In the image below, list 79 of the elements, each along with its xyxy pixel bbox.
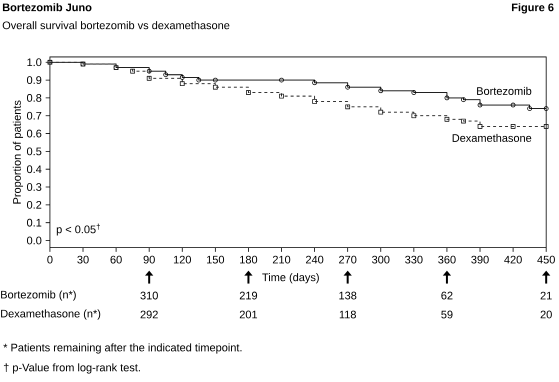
point [378, 88, 384, 93]
point [345, 84, 350, 90]
chart-title: Bortezomib Juno [2, 2, 92, 12]
x-tick-label: 60 [110, 256, 122, 264]
point [510, 124, 516, 129]
caption: Figure 6 [512, 2, 554, 14]
text: 138 [339, 291, 356, 300]
y-tick-label: 0.4 [26, 165, 42, 173]
x-tick-label: 210 [272, 256, 290, 264]
y-tick-label: 0.5 [26, 147, 42, 156]
point [411, 90, 416, 95]
point [146, 76, 152, 80]
x-tick-label: 300 [372, 256, 390, 264]
point [527, 106, 532, 111]
y-tick-label: 0.0 [26, 236, 42, 244]
chart-subtitle: Overall survival bortezomib vs dexamethasone [2, 20, 230, 30]
text: Dexamethasone (n*) [1, 309, 100, 320]
text: 118 [340, 310, 356, 318]
y-axis-title: Proportion of patients [12, 100, 24, 204]
annotation: p < 0.05$^{†}$ [56, 223, 100, 236]
point [212, 78, 218, 82]
point [544, 124, 549, 129]
y-tick-label: 0.9 [26, 76, 42, 84]
x-tick-label: 150 [207, 256, 224, 264]
text: 201 [240, 310, 258, 318]
x-tick-label: 450 [537, 256, 555, 264]
x-tick-label: 420 [504, 256, 522, 264]
text: 292 [140, 310, 158, 318]
point [444, 95, 450, 100]
point [130, 68, 136, 74]
text: Bortezomib (n*) [1, 290, 76, 300]
series-label: Bortezomib [477, 86, 532, 95]
x-tick-label: 180 [240, 256, 258, 264]
text: 21 [540, 292, 552, 300]
point [180, 74, 185, 80]
y-tick-label: 1.0 [27, 58, 42, 66]
point [279, 78, 284, 82]
point [444, 116, 450, 122]
point [461, 118, 466, 124]
point [279, 94, 284, 98]
point [510, 102, 516, 108]
point [312, 80, 317, 85]
point [312, 98, 317, 104]
text: 219 [240, 291, 258, 300]
x-tick-label: 90 [144, 256, 155, 264]
text: 62 [441, 291, 452, 300]
x-tick-label: 0 [47, 256, 53, 264]
point [478, 102, 482, 108]
y-tick-label: 0.7 [26, 112, 42, 120]
y-tick-label: 0.1 [26, 218, 42, 226]
y-tick-label: 0.2 [26, 200, 42, 209]
point [246, 90, 251, 95]
series-label: Dexamethasone [452, 134, 532, 142]
point [345, 104, 350, 110]
y-tick-label: 0.8 [26, 94, 42, 102]
x-tick-label: 390 [471, 256, 489, 264]
point [212, 84, 218, 90]
point [411, 113, 416, 118]
x-tick-label: 270 [339, 256, 356, 264]
x-tick-label: 30 [77, 256, 89, 264]
text: * Patients remaining after the indicated timepoint. [3, 343, 242, 354]
x-tick-label: 360 [438, 256, 456, 264]
y-tick-label: 0.6 [26, 129, 42, 138]
point [478, 124, 482, 129]
x-axis-title: Time (days) [262, 272, 319, 284]
text: 59 [441, 310, 453, 318]
text: † p-Value from log-rank test. [4, 363, 140, 374]
text: 310 [140, 291, 158, 300]
point [163, 72, 168, 77]
point [461, 97, 466, 102]
point [378, 110, 384, 114]
y-tick-label: 0.3 [26, 182, 42, 191]
point [196, 78, 202, 82]
point [146, 68, 152, 74]
point [180, 81, 185, 86]
x-tick-label: 330 [405, 256, 423, 264]
x-tick-label: 120 [174, 256, 191, 264]
text: 20 [540, 310, 552, 318]
x-tick-label: 240 [306, 256, 324, 264]
